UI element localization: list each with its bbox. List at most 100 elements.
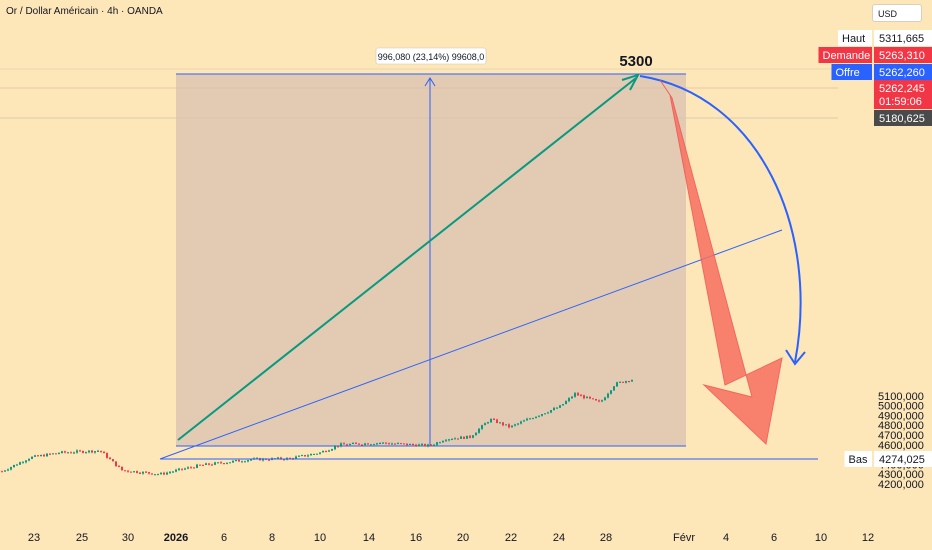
candle-body bbox=[445, 440, 447, 442]
time-tick-label: 16 bbox=[410, 532, 422, 544]
candle-body bbox=[37, 455, 39, 457]
candle-body bbox=[40, 454, 42, 457]
price-tick-label: 4300,000 bbox=[878, 469, 924, 481]
candle-body bbox=[592, 398, 594, 400]
candle-body bbox=[493, 419, 495, 421]
candle-body bbox=[376, 443, 378, 445]
candle-body bbox=[454, 438, 456, 440]
candle-body bbox=[580, 395, 582, 397]
candle-body bbox=[481, 425, 483, 429]
candle-body bbox=[124, 470, 126, 472]
candle-body bbox=[361, 444, 363, 446]
candle-body bbox=[625, 381, 627, 383]
trend-arrowhead bbox=[621, 73, 641, 91]
candle-body bbox=[283, 459, 285, 461]
candle-body bbox=[550, 410, 552, 413]
candle-body bbox=[301, 455, 303, 457]
price-tag-box bbox=[874, 451, 932, 467]
candle-body bbox=[106, 453, 108, 458]
candle-body bbox=[343, 443, 345, 445]
candle-body bbox=[541, 414, 543, 416]
lower-trendline bbox=[159, 229, 783, 460]
price-tag-box bbox=[874, 93, 932, 109]
candle-body bbox=[508, 424, 510, 428]
candle-body bbox=[184, 468, 186, 470]
price-tag-label: Bas bbox=[849, 454, 868, 466]
candle-body bbox=[91, 450, 93, 453]
candle-body bbox=[559, 405, 561, 408]
candle-body bbox=[70, 452, 72, 454]
candle-body bbox=[163, 472, 165, 475]
candle-body bbox=[547, 412, 549, 414]
candle-body bbox=[178, 468, 180, 470]
candle-body bbox=[469, 435, 471, 438]
time-tick-label: 22 bbox=[505, 532, 517, 544]
candle-body bbox=[472, 435, 474, 438]
candle-body bbox=[352, 442, 354, 444]
candle-body bbox=[4, 470, 6, 472]
candle-body bbox=[13, 464, 15, 468]
candle-body bbox=[55, 453, 57, 455]
price-tag-box bbox=[874, 80, 932, 96]
candle-body bbox=[16, 464, 18, 466]
time-tick-label: 20 bbox=[457, 532, 469, 544]
candle-body bbox=[463, 436, 465, 439]
candle-body bbox=[250, 459, 252, 461]
currency-selector[interactable]: USD bbox=[872, 4, 922, 22]
candle-body bbox=[427, 444, 429, 447]
candle-body bbox=[166, 472, 168, 475]
time-tick-label: 2026 bbox=[164, 532, 188, 544]
candle-body bbox=[460, 436, 462, 439]
candle-body bbox=[142, 471, 144, 474]
candle-body bbox=[373, 444, 375, 446]
candle-body bbox=[73, 452, 75, 454]
bearish-arrow bbox=[659, 79, 783, 445]
candle-body bbox=[346, 444, 348, 446]
candle-body bbox=[319, 452, 321, 454]
candle-body bbox=[505, 424, 507, 426]
measure-label-box bbox=[375, 47, 487, 65]
candle-body bbox=[607, 393, 609, 398]
candle-body bbox=[538, 415, 540, 417]
candle-body bbox=[244, 461, 246, 463]
candle-body bbox=[379, 442, 381, 444]
candle-body bbox=[514, 424, 516, 426]
candle-body bbox=[511, 425, 513, 428]
candle-body bbox=[82, 450, 84, 453]
candle-body bbox=[388, 443, 390, 445]
candle-body bbox=[562, 404, 564, 406]
candle-body bbox=[475, 432, 477, 436]
candle-body bbox=[88, 450, 90, 453]
candle-body bbox=[466, 435, 468, 439]
candle-body bbox=[193, 467, 195, 469]
candle-body bbox=[448, 439, 450, 441]
candle-body bbox=[424, 444, 426, 447]
measure-arrowhead bbox=[424, 77, 436, 87]
candle-body bbox=[586, 396, 588, 399]
candle-body bbox=[295, 456, 297, 459]
time-tick-label: 23 bbox=[28, 532, 40, 544]
price-tag-label-box bbox=[818, 47, 872, 63]
candle-body bbox=[67, 452, 69, 454]
candle-body bbox=[298, 455, 300, 457]
candle-body bbox=[310, 454, 312, 456]
candle-body bbox=[478, 428, 480, 433]
candle-body bbox=[19, 462, 21, 465]
candle-body bbox=[205, 463, 207, 465]
candle-body bbox=[76, 450, 78, 453]
candle-body bbox=[112, 459, 114, 462]
candle-body bbox=[157, 474, 159, 476]
price-tag-value: 5311,665 bbox=[879, 33, 924, 45]
time-tick-label: 30 bbox=[122, 532, 134, 544]
candle-body bbox=[616, 382, 618, 387]
candle-body bbox=[442, 440, 444, 443]
candle-body bbox=[358, 443, 360, 445]
candle-body bbox=[565, 401, 567, 405]
candle-body bbox=[115, 461, 117, 467]
candle-body bbox=[577, 393, 579, 396]
candle-body bbox=[145, 471, 147, 473]
candle-body bbox=[121, 466, 123, 471]
price-tag-value: 5262,260 bbox=[879, 67, 925, 79]
